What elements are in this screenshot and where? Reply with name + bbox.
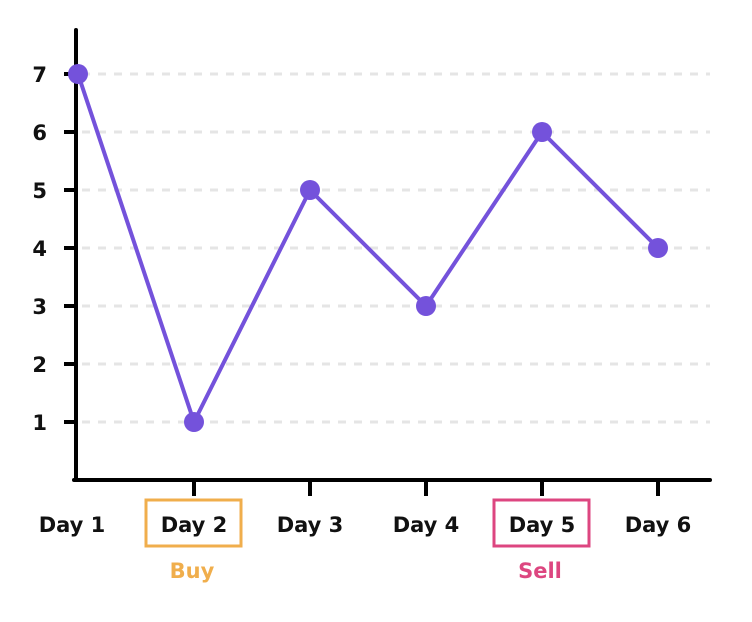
y-tick-label: 3 (32, 295, 47, 319)
x-ticks: Day 1 Day 2 Day 3 Day 4 Day 5 Day 6 (39, 480, 692, 537)
annotation-box (492, 498, 591, 548)
x-tick-label: Day 6 (625, 513, 692, 537)
data-point (300, 180, 320, 200)
annotation-label: Sell (518, 559, 562, 583)
x-tick-label: Day 5 (509, 513, 576, 537)
annotations: Buy Sell (144, 498, 591, 583)
data-point (184, 412, 204, 432)
annotation-box (144, 498, 243, 548)
x-tick-label: Day 4 (393, 513, 460, 537)
data-point (416, 296, 436, 316)
y-tick-label: 4 (32, 237, 47, 261)
x-tick-label: Day 2 (161, 513, 228, 537)
annotation-label: Buy (170, 559, 215, 583)
series (68, 64, 668, 432)
y-tick-label: 2 (32, 353, 47, 377)
axes (72, 28, 712, 482)
y-tick-label: 1 (32, 411, 47, 435)
series-line (76, 73, 660, 424)
y-ticks: 1 2 3 4 5 6 7 (32, 63, 76, 435)
y-tick-label: 5 (32, 179, 47, 203)
data-point (648, 238, 668, 258)
y-tick-label: 7 (32, 63, 47, 87)
x-tick-label: Day 1 (39, 513, 106, 537)
y-tick-label: 6 (32, 121, 47, 145)
data-point (68, 64, 88, 84)
data-point (532, 122, 552, 142)
x-tick-label: Day 3 (277, 513, 344, 537)
